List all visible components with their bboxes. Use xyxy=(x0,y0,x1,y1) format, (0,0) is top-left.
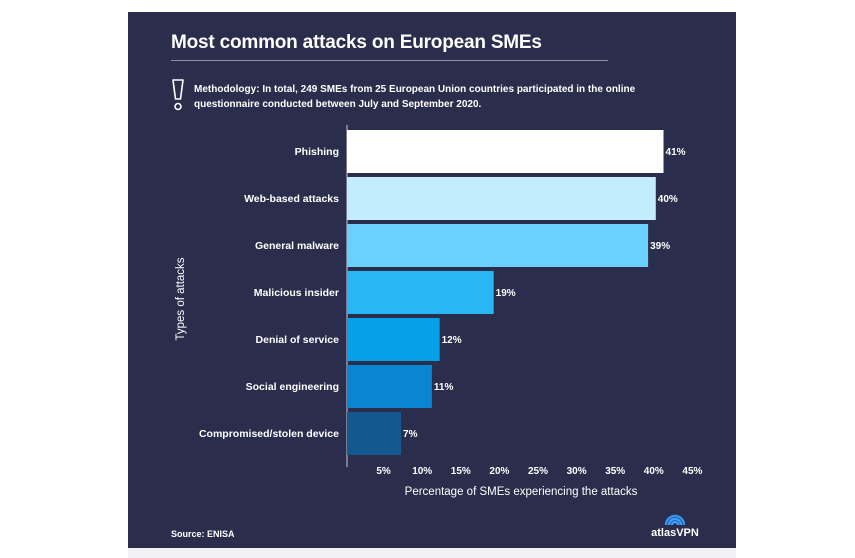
x-tick-label: 25% xyxy=(528,466,548,477)
value-label: 40% xyxy=(658,194,678,205)
bar-1 xyxy=(347,177,656,220)
atlasvpn-logo: atlasVPN xyxy=(640,508,710,542)
bar-6 xyxy=(347,412,402,455)
source-note: Source: ENISA xyxy=(171,529,235,539)
logo-text: atlasVPN xyxy=(651,527,699,539)
x-tick-label: 5% xyxy=(376,466,391,477)
title-divider xyxy=(171,60,608,61)
x-tick-label: 30% xyxy=(567,466,587,477)
x-tick-label: 20% xyxy=(489,466,509,477)
page-bottom-strip xyxy=(128,548,736,558)
bar-3 xyxy=(347,271,494,314)
category-label: General malware xyxy=(255,240,339,252)
category-label: Malicious insider xyxy=(254,287,339,299)
value-label: 19% xyxy=(496,288,516,299)
value-label: 7% xyxy=(403,429,418,440)
bar-2 xyxy=(347,224,649,267)
bar-5 xyxy=(347,365,432,408)
bar-0 xyxy=(347,130,664,173)
bar-chart: Phishing 41% Web-based attacks 40% General m… xyxy=(175,125,703,498)
chart-card: Most common attacks on European SMEs Met… xyxy=(128,12,736,548)
value-label: 39% xyxy=(650,241,670,252)
methodology-note: Methodology: In total, 249 SMEs from 25 … xyxy=(194,84,636,110)
x-tick-label: 35% xyxy=(605,466,625,477)
category-label: Compromised/stolen device xyxy=(199,428,339,440)
x-tick-label: 45% xyxy=(682,466,702,477)
category-label: Phishing xyxy=(295,146,339,158)
exclamation-icon xyxy=(172,79,184,111)
category-label: Web-based attacks xyxy=(244,193,339,205)
category-label: Social engineering xyxy=(246,381,339,393)
value-label: 41% xyxy=(666,147,686,158)
x-tick-label: 15% xyxy=(451,466,471,477)
x-tick-label: 10% xyxy=(412,466,432,477)
value-label: 12% xyxy=(442,335,462,346)
value-label: 11% xyxy=(434,382,454,393)
x-axis-label: Percentage of SMEs experiencing the atta… xyxy=(405,486,638,498)
atlasvpn-logo-icon xyxy=(664,514,686,526)
bar-4 xyxy=(347,318,440,361)
chart-title: Most common attacks on European SMEs xyxy=(171,32,542,53)
category-label: Denial of service xyxy=(256,334,340,346)
y-axis-label: Types of attacks xyxy=(175,257,187,340)
x-tick-label: 40% xyxy=(644,466,664,477)
